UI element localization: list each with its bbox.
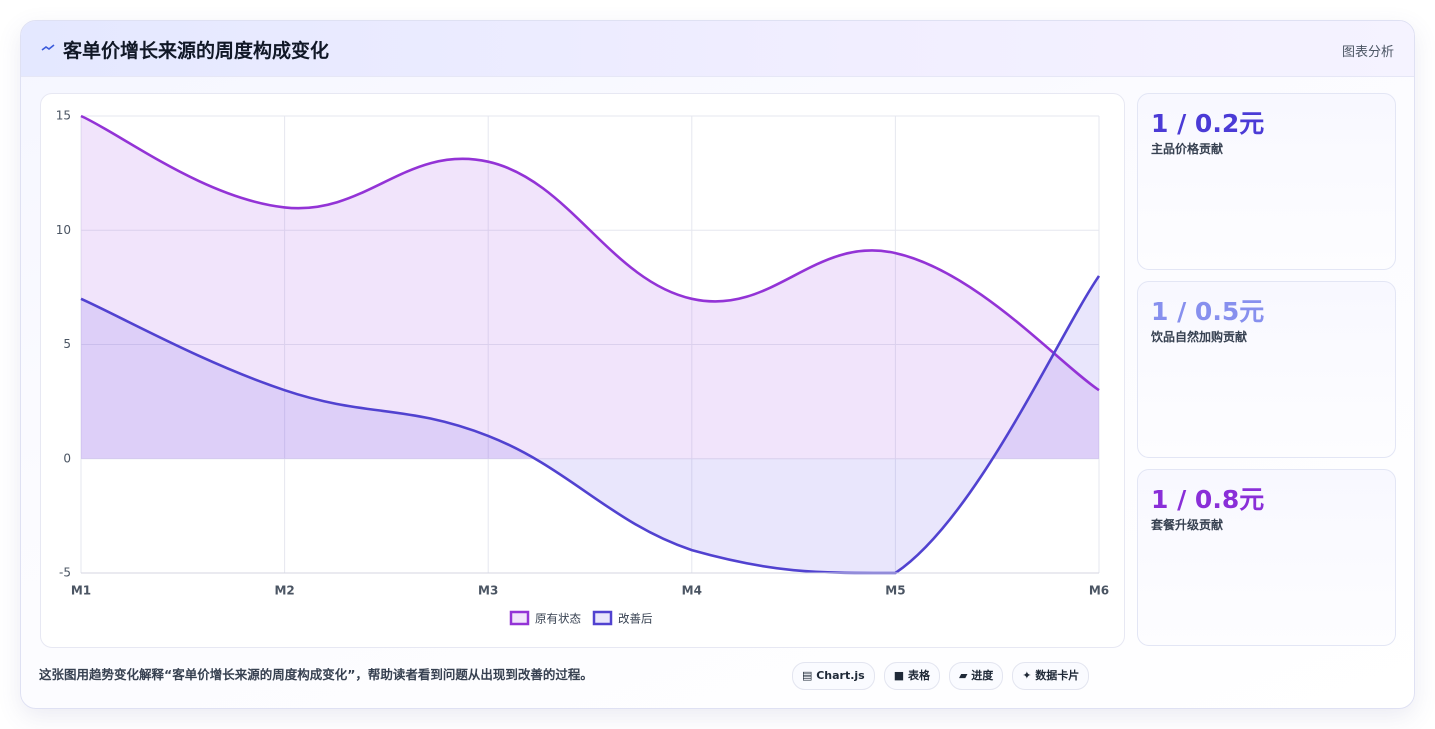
chip[interactable]: ✦ 数据卡片 <box>1012 662 1090 690</box>
area <box>81 116 1099 459</box>
title-icon <box>41 44 55 51</box>
chip[interactable]: ■ 表格 <box>883 662 940 690</box>
legend-swatch <box>592 610 613 626</box>
y-tick-label: 5 <box>63 337 71 351</box>
kpi-value: 1 / 0.8元 <box>1151 485 1265 514</box>
y-tick-label: 15 <box>56 109 71 123</box>
kpi-label: 饮品自然加购贡献 <box>1151 330 1248 344</box>
legend-label: 原有状态 <box>535 612 581 626</box>
chip[interactable]: ▰ 进度 <box>948 662 1004 690</box>
area <box>81 275 1099 573</box>
chip-list: ▤ Chart.js ■ 表格 ▰ 进度 ✦ 数据卡片 <box>792 662 1090 690</box>
header: 客单价增长来源的周度构成变化 图表分析 <box>21 21 1414 77</box>
legend-swatch <box>509 610 530 626</box>
kpi-label: 主品价格贡献 <box>1151 142 1224 156</box>
y-tick-label: 0 <box>63 451 71 465</box>
legend-label: 改善后 <box>618 612 653 626</box>
kpi-card: 1 / 0.5元饮品自然加购贡献 <box>1137 281 1396 458</box>
x-tick-label: M6 <box>1089 584 1109 598</box>
y-tick-label: 10 <box>56 223 71 237</box>
kpi-card: 1 / 0.2元主品价格贡献 <box>1137 93 1396 270</box>
kpi-label: 套餐升级贡献 <box>1151 518 1224 532</box>
kpi-card: 1 / 0.8元套餐升级贡献 <box>1137 469 1396 646</box>
chart: -5 0 5 10 15 M1 M2 M3 M4 M5 M6 原有状态 改善后 <box>56 109 1109 626</box>
chart-panel: -5 0 5 10 15 M1 M2 M3 M4 M5 M6 原有状态 改善后 <box>40 93 1125 648</box>
y-tick-label: -5 <box>59 566 71 580</box>
x-tick-label: M1 <box>71 584 91 598</box>
dashboard-card: 客单价增长来源的周度构成变化 图表分析 -5 0 5 10 15 M1 M2 M3 M4 M5 M6… <box>20 20 1415 709</box>
header-action[interactable]: 图表分析 <box>1341 45 1394 60</box>
line <box>80 114 1100 392</box>
kpi-value: 1 / 0.5元 <box>1151 297 1265 326</box>
x-tick-label: M4 <box>682 584 702 598</box>
kpi-value: 1 / 0.2元 <box>1151 109 1265 138</box>
x-tick-label: M2 <box>274 584 294 598</box>
line <box>80 275 1101 575</box>
title: 客单价增长来源的周度构成变化 <box>63 40 330 62</box>
x-tick-label: M3 <box>478 584 498 598</box>
footer-text: 这张图用趋势变化解释“客单价增长来源的周度构成变化”，帮助读者看到问题从出现到改… <box>39 667 593 682</box>
chip[interactable]: ▤ Chart.js <box>792 662 875 690</box>
x-tick-label: M5 <box>885 584 905 598</box>
